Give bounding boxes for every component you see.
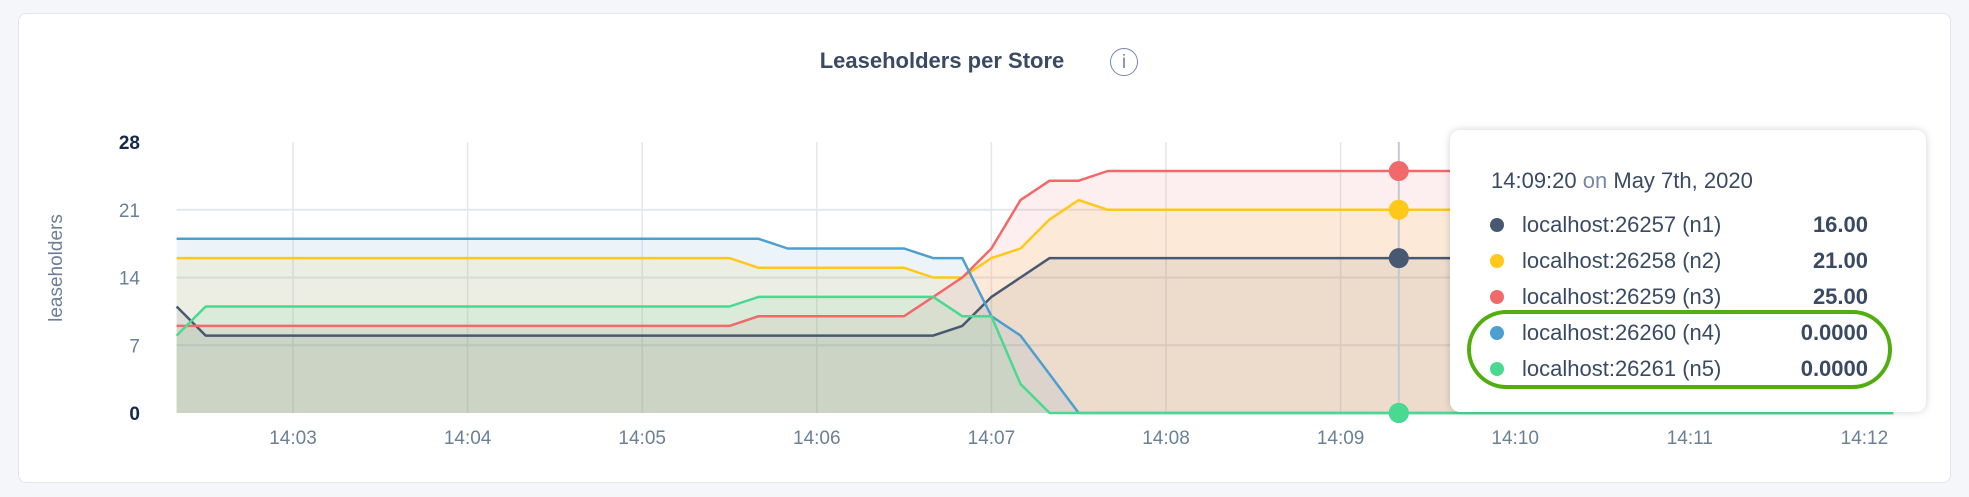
chart-tooltip: 14:09:20 on May 7th, 2020 localhost:2625… (1450, 130, 1926, 412)
x-tick-label: 14:06 (793, 428, 841, 449)
highlight-annotation (1467, 310, 1892, 389)
y-tick-label: 28 (119, 133, 140, 154)
x-tick-label: 14:08 (1142, 428, 1190, 449)
tooltip-row-n3: localhost:26259 (n3) 25.00 (1488, 280, 1868, 316)
tooltip-row-label: localhost:26260 (n4) (1522, 320, 1722, 345)
hover-point-n1 (1388, 248, 1409, 269)
y-tick-label: 0 (129, 404, 140, 425)
tooltip-row-value: 25.00 (1812, 284, 1868, 309)
hover-point-n3 (1388, 161, 1409, 182)
tooltip-row-label: localhost:26257 (n1) (1522, 212, 1722, 237)
y-axis-label: leaseholders (46, 214, 67, 322)
info-icon[interactable]: i (1110, 48, 1138, 76)
series-line-n5 (175, 295, 1894, 415)
x-tick-label: 14:10 (1491, 428, 1539, 449)
x-tick-label: 14:09 (1317, 428, 1365, 449)
tooltip-row-label: localhost:26261 (n5) (1522, 356, 1722, 381)
series-dot-icon (1490, 254, 1504, 268)
tooltip-on: on (1582, 168, 1608, 193)
chart-title: Leaseholders per Store (819, 48, 1065, 73)
x-tick-label: 14:04 (444, 428, 492, 449)
hover-point-n2 (1388, 199, 1409, 220)
x-tick-label: 14:05 (618, 428, 666, 449)
tooltip-row-label: localhost:26258 (n2) (1522, 248, 1722, 273)
tooltip-row-value: 21.00 (1812, 248, 1868, 273)
tooltip-row-n2: localhost:26258 (n2) 21.00 (1488, 244, 1868, 280)
hover-point-n5 (1388, 403, 1409, 423)
tooltip-row-label: localhost:26259 (n3) (1522, 284, 1722, 309)
tooltip-row-n1: localhost:26257 (n1) 16.00 (1488, 208, 1868, 244)
y-tick-label: 14 (119, 269, 141, 290)
x-tick-label: 14:11 (1667, 428, 1713, 449)
y-tick-label: 21 (119, 201, 140, 222)
tooltip-timestamp: 14:09:20 on May 7th, 2020 (1491, 168, 1753, 194)
series-dot-icon (1490, 290, 1504, 304)
x-tick-label: 14:03 (269, 428, 317, 449)
tooltip-row-value: 16.00 (1812, 212, 1868, 237)
x-tick-label: 14:12 (1841, 428, 1889, 449)
y-tick-label: 7 (129, 336, 140, 357)
tooltip-time: 14:09:20 (1491, 168, 1577, 193)
x-tick-label: 14:07 (968, 428, 1016, 449)
series-dot-icon (1490, 218, 1504, 232)
tooltip-date: May 7th, 2020 (1613, 168, 1753, 193)
series-area-n4 (176, 238, 1894, 413)
